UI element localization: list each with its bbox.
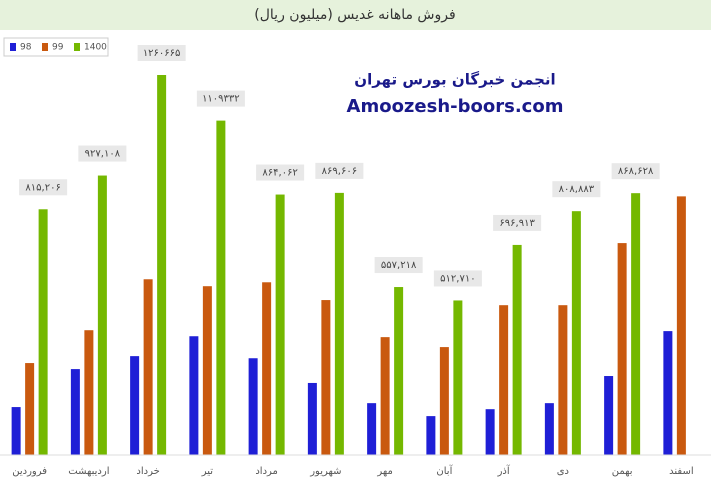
value-label: ۸۶۸,۶۲۸: [618, 166, 654, 177]
x-tick-label: اسفند: [669, 466, 693, 477]
legend-swatch: [42, 43, 48, 51]
watermark-en: Amoozesh-boors.com: [347, 96, 564, 117]
bar: [512, 244, 522, 455]
bar: [70, 369, 80, 455]
x-tick-label: فروردین: [12, 466, 47, 477]
bar: [676, 196, 686, 456]
x-tick-label: تیر: [201, 466, 214, 477]
bar: [38, 209, 48, 455]
bar: [571, 211, 581, 455]
bar: [544, 403, 554, 455]
bar: [130, 356, 140, 455]
value-label-bg: [433, 270, 482, 287]
bar: [25, 363, 35, 455]
value-label-bg: [196, 90, 245, 107]
bar: [334, 192, 344, 455]
legend-swatch: [74, 43, 80, 51]
x-tick-label: خرداد: [136, 466, 159, 477]
bar: [202, 286, 212, 455]
bar: [558, 305, 568, 455]
value-label-bg: [315, 162, 364, 179]
bar: [97, 175, 107, 456]
bar: [11, 407, 21, 455]
watermark-fa: انجمن خبرگان بورس تهران: [354, 71, 555, 89]
bar: [453, 300, 463, 455]
legend-label: 98: [20, 43, 32, 53]
legend-swatch: [10, 43, 16, 51]
x-tick-label: شهریور: [309, 466, 341, 477]
bar: [248, 358, 258, 455]
x-tick-label: مهر: [376, 466, 392, 477]
bar: [367, 403, 377, 455]
bar: [84, 330, 94, 455]
value-label: ۸۰۸,۸۸۳: [559, 184, 595, 195]
value-label-bg: [611, 163, 660, 180]
bar: [617, 243, 627, 455]
value-label-bg: [256, 164, 305, 181]
legend-label: 99: [52, 43, 64, 53]
bar: [321, 300, 331, 455]
value-label: ۵۵۷,۲۱۸: [381, 260, 417, 271]
bar: [262, 282, 272, 455]
legend-label: 1400: [84, 43, 107, 53]
value-label: ۱۲۶۰۶۶۵: [143, 48, 181, 59]
bar: [275, 194, 285, 455]
value-label: ۵۱۲,۷۱۰: [440, 273, 475, 284]
value-label: ۶۹۶,۹۱۳: [499, 218, 535, 229]
chart-title: فروش ماهانه غدیس (میلیون ریال): [254, 7, 455, 23]
bar: [426, 416, 436, 455]
x-tick-label: آذر: [497, 464, 511, 477]
value-label: ۱۱۰۹۳۳۲: [202, 94, 240, 105]
value-label: ۸۱۵,۲۰۶: [25, 182, 60, 193]
bar: [189, 336, 199, 455]
bar: [663, 331, 673, 455]
bar: [216, 120, 226, 456]
value-label: ۸۶۴,۰۶۲: [262, 168, 297, 179]
x-tick-label: اردیبهشت: [68, 466, 109, 477]
value-label-bg: [374, 257, 423, 274]
value-label-bg: [78, 145, 127, 162]
legend-box: [3, 37, 109, 57]
x-tick-label: دی: [557, 466, 569, 477]
value-label-bg: [552, 181, 601, 198]
bar: [631, 193, 641, 455]
x-tick-label: مرداد: [255, 466, 278, 477]
bar: [157, 74, 167, 456]
value-label: ۹۲۷,۱۰۸: [85, 149, 121, 160]
value-label-bg: [493, 214, 542, 231]
bar: [604, 376, 614, 455]
title-bar: [0, 0, 711, 30]
bar: [439, 347, 449, 455]
x-tick-label: آبان: [436, 464, 453, 477]
bar: [394, 287, 404, 455]
bar: [499, 305, 509, 455]
bar: [307, 382, 317, 455]
bar: [485, 409, 495, 455]
bar: [380, 337, 390, 455]
value-label-bg: [137, 44, 186, 61]
value-label-bg: [19, 179, 68, 196]
value-label: ۸۶۹,۶۰۶: [322, 166, 357, 177]
x-tick-label: بهمن: [612, 466, 633, 477]
bar: [143, 279, 153, 455]
